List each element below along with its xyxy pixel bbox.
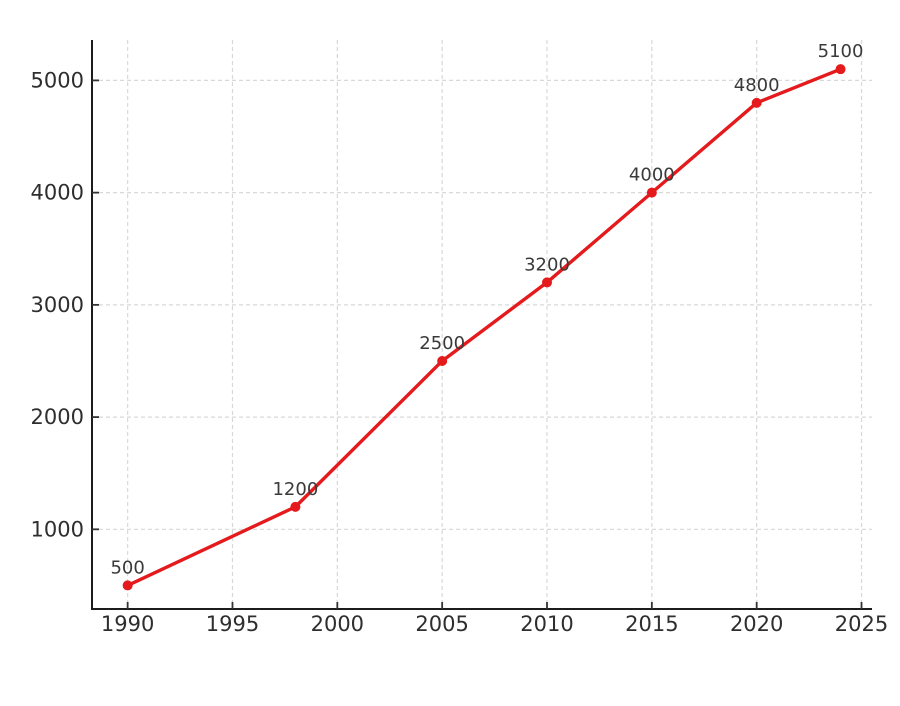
data-point-label: 3200 (524, 254, 570, 275)
x-tick-label: 1995 (206, 612, 259, 636)
data-point-marker (835, 64, 846, 75)
y-tick-label: 2000 (31, 405, 84, 429)
data-point-marker (122, 580, 133, 591)
data-point-label: 500 (110, 557, 144, 578)
y-tick-label: 4000 (31, 181, 84, 205)
data-point-label: 1200 (272, 479, 318, 500)
data-point-label: 4800 (734, 75, 780, 96)
x-tick-label: 2010 (520, 612, 573, 636)
x-tick-label: 1990 (101, 612, 154, 636)
y-tick-label: 3000 (31, 293, 84, 317)
x-tick-label: 2005 (415, 612, 468, 636)
x-tick-label: 2015 (625, 612, 678, 636)
x-tick-label: 2020 (730, 612, 783, 636)
x-tick-label: 2000 (311, 612, 364, 636)
data-point-marker (646, 187, 657, 198)
x-tick-label: 2025 (835, 612, 888, 636)
data-point-marker (290, 501, 301, 512)
data-point-label: 2500 (419, 333, 465, 354)
data-point-label: 4000 (629, 165, 675, 186)
y-tick-label: 5000 (31, 68, 84, 92)
y-tick-label: 1000 (31, 517, 84, 541)
data-point-marker (437, 355, 448, 366)
data-point-marker (751, 97, 762, 108)
data-point-marker (542, 277, 552, 288)
data-point-label: 5100 (818, 41, 864, 62)
